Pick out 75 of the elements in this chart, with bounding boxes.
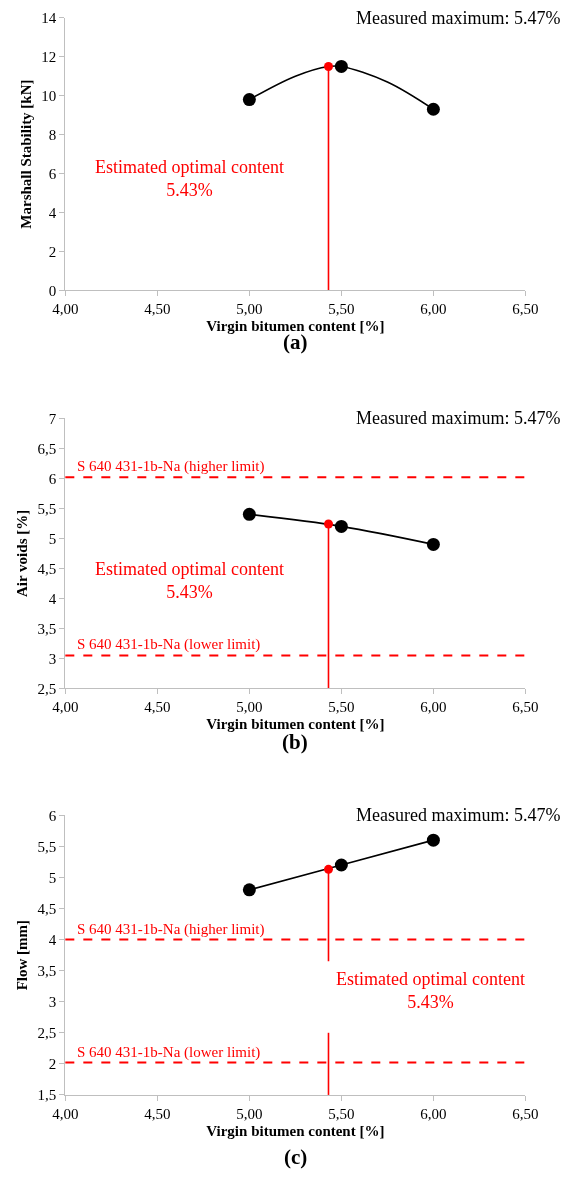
point xyxy=(323,519,333,529)
point xyxy=(323,61,333,71)
x-tick-label: 5,00 xyxy=(236,1105,263,1122)
point xyxy=(426,102,440,116)
y-tick-label: 2,5 xyxy=(37,680,57,697)
text: (b) xyxy=(282,730,308,754)
x-axis-title: Virgin bitumen content [%] xyxy=(206,1122,385,1139)
y-tick-label: 3 xyxy=(48,993,57,1010)
y-tick-label: 4 xyxy=(48,590,57,607)
point xyxy=(242,883,256,897)
y-tick-label: 12 xyxy=(41,48,57,65)
point xyxy=(323,864,333,874)
x-tick-label: 5,00 xyxy=(236,699,263,716)
ref-line-label: S 640 431-1b-Na (lower limit) xyxy=(77,636,261,653)
x-tick-label: 4,50 xyxy=(144,699,171,716)
y-tick-label: 2 xyxy=(48,243,57,260)
y-tick-label: 6 xyxy=(48,165,57,182)
annotation: Estimated optimal content 5.43% xyxy=(95,559,284,603)
y-axis-title: Marshall Stability [kN] xyxy=(17,79,34,229)
x-tick-label: 5,50 xyxy=(328,301,355,318)
annotation: Measured maximum: 5.47% xyxy=(356,8,561,28)
y-tick-label: 5,5 xyxy=(37,500,57,517)
point xyxy=(334,59,348,73)
y-tick-label: 0 xyxy=(48,282,57,299)
text: (c) xyxy=(284,1145,308,1169)
y-tick-label: 3,5 xyxy=(37,962,57,979)
annotation: Measured maximum: 5.47% xyxy=(356,408,561,428)
y-tick-label: 7 xyxy=(48,410,57,427)
annotation: Estimated optimal content 5.43% xyxy=(95,157,284,201)
x-tick-label: 4,00 xyxy=(52,699,79,716)
x-tick-label: 6,50 xyxy=(512,699,539,716)
point xyxy=(426,833,440,847)
y-tick-label: 8 xyxy=(48,126,57,143)
point xyxy=(242,93,256,107)
y-tick-label: 2,5 xyxy=(37,1025,57,1042)
y-tick-label: 5,5 xyxy=(37,838,57,855)
x-tick-label: 4,00 xyxy=(52,1105,79,1122)
y-tick-label: 6,5 xyxy=(37,440,57,457)
y-tick-label: 4 xyxy=(48,931,57,948)
x-tick-label: 6,50 xyxy=(512,301,539,318)
y-tick-label: 2 xyxy=(48,1056,57,1073)
x-tick-label: 5,50 xyxy=(328,699,355,716)
y-tick-label: 6 xyxy=(48,807,57,824)
x-tick-label: 6,00 xyxy=(420,1105,447,1122)
x-tick-label: 5,00 xyxy=(236,301,263,318)
point xyxy=(242,507,256,521)
y-axis-title: Flow [mm] xyxy=(13,919,30,991)
y-tick-label: 1,5 xyxy=(37,1087,57,1104)
x-tick-label: 6,00 xyxy=(420,699,447,716)
point xyxy=(426,537,440,551)
x-tick-label: 6,50 xyxy=(512,1105,539,1122)
y-tick-label: 5 xyxy=(48,869,57,886)
y-tick-label: 10 xyxy=(41,87,57,104)
x-tick-label: 4,00 xyxy=(52,301,79,318)
y-tick-label: 5 xyxy=(48,530,57,547)
y-tick-label: 4 xyxy=(48,204,57,221)
x-axis-title: Virgin bitumen content [%] xyxy=(206,716,385,733)
point xyxy=(334,858,348,872)
ref-line-label: S 640 431-1b-Na (higher limit) xyxy=(77,458,265,475)
y-tick-label: 6 xyxy=(48,470,57,487)
ref-line-label: S 640 431-1b-Na (lower limit) xyxy=(77,1044,261,1061)
point xyxy=(334,519,348,533)
x-tick-label: 6,00 xyxy=(420,301,447,318)
y-tick-label: 14 xyxy=(41,10,57,27)
y-tick-label: 4,5 xyxy=(37,560,57,577)
annotation: Estimated optimal content 5.43% xyxy=(336,969,525,1013)
y-axis-title: Air voids [%] xyxy=(13,509,30,598)
ref-line-label: S 640 431-1b-Na (higher limit) xyxy=(77,921,265,938)
x-tick-label: 5,50 xyxy=(328,1105,355,1122)
y-tick-label: 4,5 xyxy=(37,900,57,917)
x-tick-label: 4,50 xyxy=(144,301,171,318)
x-tick-label: 4,50 xyxy=(144,1105,171,1122)
y-tick-label: 3 xyxy=(48,650,57,667)
y-tick-label: 3,5 xyxy=(37,620,57,637)
annotation: Measured maximum: 5.47% xyxy=(356,805,561,825)
